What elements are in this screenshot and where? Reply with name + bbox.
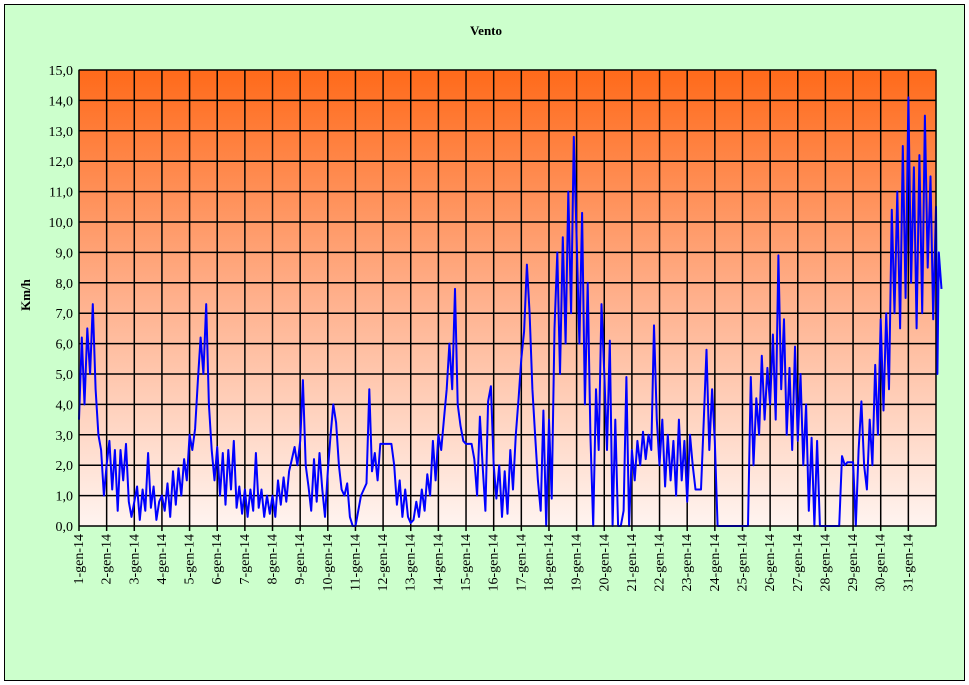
chart-title: Vento [470,23,502,38]
y-tick-label: 1,0 [56,490,74,505]
plot-border [78,69,937,527]
x-tick-label: 14-gen-14 [431,534,446,592]
x-tick-label: 12-gen-14 [376,534,391,592]
x-tick-label: 4-gen-14 [155,534,170,585]
x-tick-label: 9-gen-14 [293,534,308,585]
y-tick-label: 6,0 [56,338,74,353]
y-tick-label: 14,0 [49,94,74,109]
x-tick-label: 5-gen-14 [183,534,198,585]
y-tick-label: 0,0 [56,520,74,535]
x-tick-label: 29-gen-14 [846,534,861,592]
y-tick-labels: 0,0 1,0 2,0 3,0 4,0 5,0 6,0 7,0 8,0 9,0 10,0 11,0 12… [49,64,74,535]
x-tick-label: 24-gen-14 [708,534,723,592]
y-tick-label: 2,0 [56,459,74,474]
y-tick-label: 7,0 [56,307,74,322]
y-tick-label: 8,0 [56,277,74,292]
y-tick-label: 13,0 [49,125,74,140]
y-axis-label: Km/h [18,278,33,311]
y-tick-label: 5,0 [56,368,74,383]
x-tick-label: 13-gen-14 [404,534,419,592]
x-tick-label: 23-gen-14 [680,534,695,592]
x-tick-label: 17-gen-14 [514,534,529,592]
y-tick-label: 4,0 [56,398,74,413]
x-tick-label: 2-gen-14 [100,534,115,585]
x-tick-label: 20-gen-14 [597,534,612,592]
y-tick-label: 11,0 [49,186,73,201]
y-tick-label: 10,0 [49,216,74,231]
x-tick-label: 6-gen-14 [210,534,225,585]
x-tick-label: 16-gen-14 [487,534,502,592]
x-tick-label: 18-gen-14 [542,534,557,592]
x-tick-label: 25-gen-14 [735,534,750,592]
x-tick-label: 31-gen-14 [901,534,916,592]
x-tick-label: 22-gen-14 [653,534,668,592]
x-tick-label: 27-gen-14 [791,534,806,592]
x-tick-label: 19-gen-14 [570,534,585,592]
x-tick-labels: 1-gen-14 2-gen-14 3-gen-14 4-gen-14 5-gen-14… [72,534,916,592]
x-tick-label: 21-gen-14 [625,534,640,592]
x-tick-label: 1-gen-14 [72,534,87,585]
series-line-vento [78,96,943,527]
series-group [78,96,943,527]
x-tick-label: 8-gen-14 [266,534,281,585]
y-tick-label: 15,0 [49,64,74,79]
x-tick-label: 11-gen-14 [348,534,363,591]
y-tick-label: 3,0 [56,429,74,444]
x-tick-label: 15-gen-14 [459,534,474,592]
x-tick-label: 10-gen-14 [321,534,336,592]
x-tick-label: 3-gen-14 [127,534,142,585]
x-tick-label: 28-gen-14 [818,534,833,592]
x-tick-label: 26-gen-14 [763,534,778,592]
x-tick-label: 7-gen-14 [238,534,253,585]
y-tick-label: 9,0 [56,246,74,261]
x-tick-label: 30-gen-14 [874,534,889,592]
y-tick-label: 12,0 [49,155,74,170]
